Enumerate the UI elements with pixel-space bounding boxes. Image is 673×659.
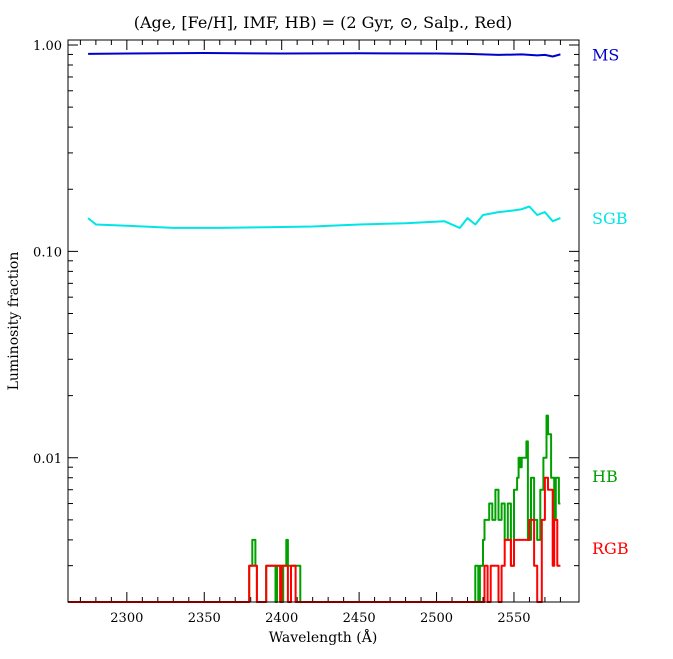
y-tick-label: 0.01 [33, 452, 62, 467]
x-tick-label: 2450 [343, 611, 376, 626]
x-tick-label: 2300 [110, 611, 143, 626]
y-axis-label: Luminosity fraction [6, 252, 22, 391]
series-line-sgb [87, 205, 561, 229]
series-label-hb: HB [592, 467, 618, 486]
y-tick-label: 0.10 [33, 245, 62, 260]
x-tick-label: 2550 [497, 611, 530, 626]
axis-ticks: 2300 2350 2400 2450 2500 2550 0.01 0.10 1.00 [33, 39, 579, 626]
series-label-sgb: SGB [592, 209, 628, 228]
series-line-hb [68, 414, 561, 603]
plot-frame [67, 39, 580, 603]
x-tick-label: 2500 [420, 611, 453, 626]
series-label-ms: MS [592, 45, 619, 64]
series-line-ms [88, 52, 561, 58]
x-tick-label: 2400 [265, 611, 298, 626]
x-tick-label: 2350 [188, 611, 221, 626]
series-lines [68, 52, 561, 603]
series-labels: MS SGB HB RGB [592, 45, 629, 558]
y-tick-label: 1.00 [33, 39, 62, 54]
series-label-rgb: RGB [592, 539, 629, 558]
x-axis-label: Wavelength (Å) [269, 628, 378, 646]
series-line-rgb [68, 476, 561, 603]
chart-title: (Age, [Fe/H], IMF, HB) = (2 Gyr, ⊙, Salp… [134, 13, 512, 32]
